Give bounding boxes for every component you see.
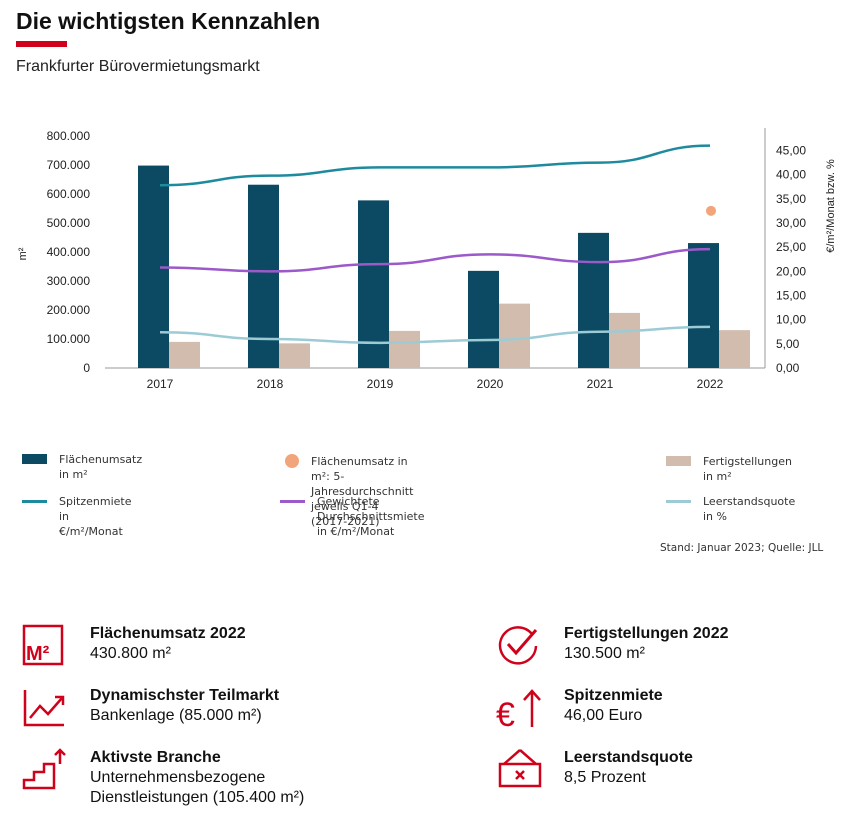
legend-label: Gewichtete Durchschnittsmiete in €/m²/Mo… [317, 495, 425, 538]
right-tick-label: 25,00 [776, 240, 806, 254]
legend-swatch-leerstand [666, 500, 691, 503]
bar-flaechenumsatz [248, 184, 279, 368]
x-tick-label: 2017 [147, 377, 174, 391]
left-tick-label: 200.000 [47, 303, 91, 317]
kpi-leerstand: Leerstandsquote 8,5 Prozent [496, 748, 693, 790]
left-tick-label: 0 [83, 361, 90, 375]
bar-flaechenumsatz [578, 232, 609, 368]
legend-label: Leerstandsquote in % [703, 495, 796, 523]
stairs-up-icon [22, 748, 66, 790]
legend-label: Fertigstellungen in m² [703, 455, 792, 483]
left-tick-label: 800.000 [47, 129, 91, 143]
legend-label: Flächenumsatz in m² [59, 453, 143, 481]
kpi-value: Bankenlage (85.000 m²) [90, 707, 262, 724]
bar-flaechenumsatz [688, 243, 719, 368]
kpi-title: Aktivste Branche [90, 749, 221, 766]
kpi-value-line2: Dienstleistungen (105.400 m²) [90, 789, 305, 806]
legend-label: Flächenumsatz in m²: 5-Jahresdurchschnit… [311, 455, 414, 498]
right-tick-label: 0,00 [776, 361, 800, 375]
x-tick-label: 2022 [697, 377, 724, 391]
m2-icon: M² [22, 624, 64, 666]
kpi-value: 46,00 Euro [564, 707, 643, 724]
bar-flaechenumsatz [468, 270, 499, 368]
line-durchschnittsmiete [159, 247, 711, 273]
trend-chart-icon [23, 690, 65, 727]
checkmark-icon [498, 626, 538, 665]
vacancy-sign-icon [498, 749, 542, 788]
left-axis-label: m² [17, 247, 29, 260]
right-tick-label: 30,00 [776, 216, 806, 230]
bar-fertigstellungen [389, 330, 420, 368]
left-tick-label: 400.000 [47, 245, 91, 259]
kpi-spitzenmiete: € Spitzenmiete 46,00 Euro [496, 686, 663, 728]
legend-swatch-flaechenumsatz [22, 454, 47, 464]
bar-fertigstellungen [279, 343, 310, 368]
kpi-title: Leerstandsquote [564, 749, 693, 766]
legend-item-spitzenmiete: Spitzenmiete in €/m²/Monat [22, 494, 131, 539]
avg-point [706, 205, 716, 216]
x-tick-label: 2018 [257, 377, 284, 391]
x-tick-label: 2020 [477, 377, 504, 391]
left-tick-label: 500.000 [47, 216, 91, 230]
bar-flaechenumsatz [358, 200, 389, 368]
left-tick-label: 300.000 [47, 274, 91, 288]
right-axis-label: €/m²/Monat bzw. % [825, 159, 837, 253]
legend-item-leerstand: Leerstandsquote in % [666, 494, 795, 524]
source-note: Stand: Januar 2023; Quelle: JLL [660, 542, 824, 554]
line-leerstand [159, 325, 711, 345]
legend-item-avg: Flächenumsatz in m²: 5-Jahresdurchschnit… [280, 454, 413, 529]
svg-text:€: € [496, 696, 515, 728]
bar-fertigstellungen [169, 341, 200, 368]
right-tick-label: 10,00 [776, 313, 806, 327]
kpi-fertigstellungen: Fertigstellungen 2022 130.500 m² [496, 624, 729, 666]
legend-item-durchschnittsmiete: Gewichtete Durchschnittsmiete in €/m²/Mo… [280, 494, 425, 539]
page-title: Die wichtigsten Kennzahlen [16, 8, 321, 34]
bar-fertigstellungen [609, 312, 640, 368]
legend-swatch-durchschnittsmiete [280, 500, 305, 503]
legend-swatch-spitzenmiete [22, 500, 47, 503]
legend-item-fertigstellungen: Fertigstellungen in m² [666, 454, 792, 484]
bar-fertigstellungen [499, 303, 530, 368]
kpi-title: Dynamischster Teilmarkt [90, 687, 280, 704]
right-tick-label: 35,00 [776, 192, 806, 206]
left-tick-label: 100.000 [47, 332, 91, 346]
right-tick-label: 45,00 [776, 144, 806, 158]
left-tick-label: 600.000 [47, 187, 91, 201]
kpi-teilmarkt: Dynamischster Teilmarkt Bankenlage (85.0… [22, 686, 279, 728]
line-spitzenmiete [159, 144, 711, 187]
legend-swatch-fertigstellungen [666, 456, 691, 466]
kpi-title: Flächenumsatz 2022 [90, 625, 246, 642]
kpi-title: Fertigstellungen 2022 [564, 625, 729, 642]
kpi-branche: Aktivste Branche Unternehmensbezogene Di… [22, 748, 304, 808]
right-tick-label: 5,00 [776, 337, 800, 351]
svg-text:M²: M² [26, 643, 50, 665]
right-tick-label: 15,00 [776, 289, 806, 303]
combo-chart: 0 100.000 200.000 300.000 400.000 500.000 600.… [17, 128, 837, 391]
left-tick-label: 700.000 [47, 158, 91, 172]
x-tick-label: 2021 [587, 377, 614, 391]
page-subtitle: Frankfurter Bürovermietungsmarkt [16, 58, 260, 75]
euro-up-icon: € [496, 689, 541, 728]
kpi-value: 430.800 m² [90, 645, 171, 662]
kpi-value: 8,5 Prozent [564, 769, 646, 786]
title-underline [16, 41, 67, 47]
legend-label: Spitzenmiete in €/m²/Monat [59, 495, 132, 538]
right-tick-label: 40,00 [776, 168, 806, 182]
legend-item-flaechenumsatz: Flächenumsatz in m² [22, 452, 142, 482]
kpi-value: 130.500 m² [564, 645, 645, 662]
kpi-title: Spitzenmiete [564, 687, 663, 704]
kpi-flaechenumsatz: M² Flächenumsatz 2022 430.800 m² [22, 624, 246, 666]
bar-fertigstellungen [719, 330, 750, 368]
x-tick-label: 2019 [367, 377, 394, 391]
legend-swatch-avg [285, 454, 299, 468]
legend-label-line2: jeweils Q1-4 (2017-2021) [311, 500, 380, 528]
right-tick-label: 20,00 [776, 264, 806, 278]
kpi-value: Unternehmensbezogene [90, 769, 266, 786]
